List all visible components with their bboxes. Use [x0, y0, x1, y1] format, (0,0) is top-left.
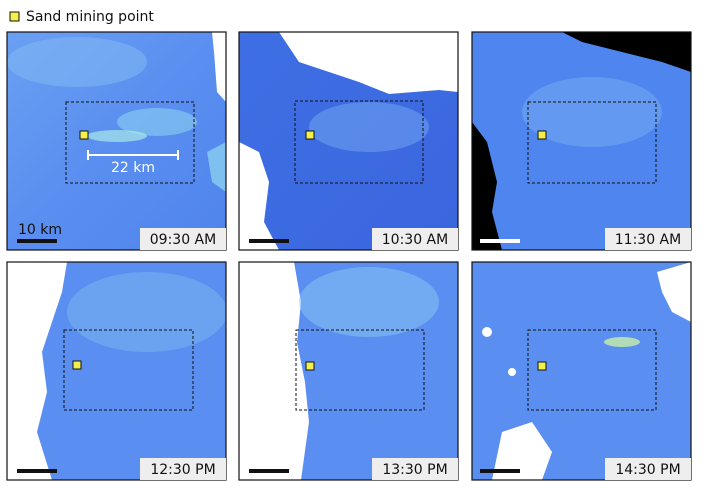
panel: 22 km 10 km 09:30 AM — [6, 31, 227, 251]
panel: 13:30 PM — [238, 261, 459, 481]
panel: 12:30 PM — [6, 261, 227, 481]
time-label: 13:30 PM — [382, 462, 447, 478]
time-label: 12:30 PM — [150, 462, 215, 478]
legend: Sand mining point — [9, 9, 154, 25]
legend-marker — [9, 11, 20, 22]
time-label: 14:30 PM — [615, 462, 680, 478]
panel: 11:30 AM — [471, 31, 692, 251]
time-label: 10:30 AM — [382, 232, 448, 248]
time-label: 11:30 AM — [615, 232, 681, 248]
scale-label: 10 km — [18, 222, 62, 238]
time-label: 09:30 AM — [150, 232, 216, 248]
panel: 14:30 PM — [471, 261, 692, 481]
legend-label: Sand mining point — [26, 9, 154, 25]
distance-label: 22 km — [111, 160, 155, 176]
panel: 10:30 AM — [238, 31, 459, 251]
